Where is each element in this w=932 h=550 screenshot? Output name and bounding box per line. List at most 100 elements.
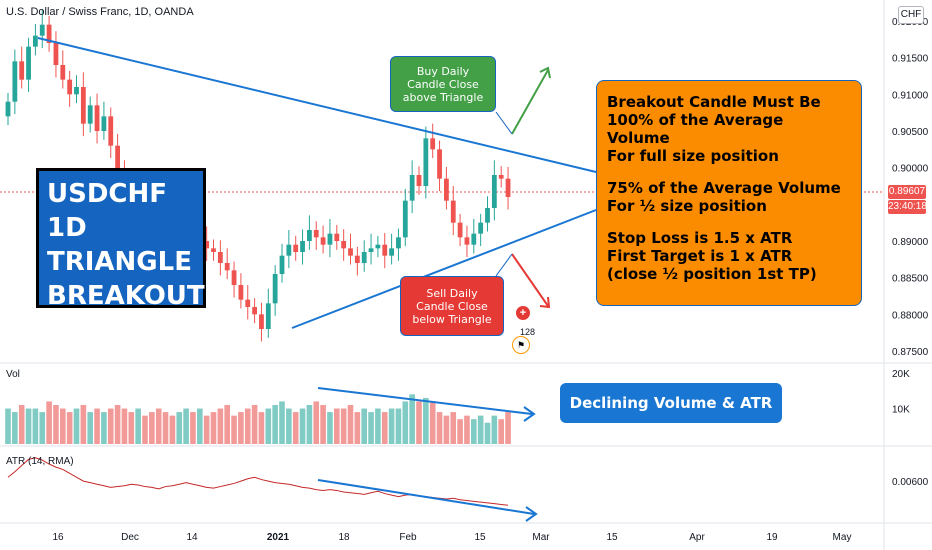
time-tick-label: 14 [186,532,198,543]
candle-body [491,175,497,208]
volume-bar [135,408,141,444]
candle-body [94,105,100,131]
volume-bar [12,412,18,444]
candle-body [430,138,436,150]
volume-bar [423,397,429,444]
candles-layer [5,10,511,342]
volume-bar [436,412,443,444]
candle-body [245,299,251,307]
volume-bar [101,412,107,444]
sell-note-line: Candle Close [416,300,488,313]
volume-bar [450,412,457,444]
volume-bar [375,408,381,444]
overlay-layer [37,37,597,522]
candle-body [46,24,52,43]
candle-body [505,178,511,197]
volume-bar [368,412,374,444]
candle-body [375,244,381,249]
candle-body [26,46,31,80]
volume-bar [107,408,114,444]
volume-arrow-head [523,406,536,422]
candle-body [252,307,257,315]
volume-pane-label: Vol [6,369,20,380]
volume-bar [395,408,402,444]
volume-bar [149,412,155,444]
candle-body [60,65,66,80]
candle-body [471,233,477,245]
volume-bar [128,412,135,444]
candle-body [67,79,73,95]
volume-bar [94,408,100,444]
candle-body [74,87,79,95]
volume-note: Declining Volume & ATR [560,383,782,423]
volume-bar [251,405,258,444]
flag-icon[interactable]: ⚑ [512,336,530,354]
volume-trend-arrow [317,387,533,415]
candle-body [259,314,264,329]
volume-bar [361,408,367,444]
volume-bar [46,401,52,444]
candle-body [450,200,456,223]
candle-body [217,252,223,263]
volume-bar [286,408,292,444]
currency-button[interactable]: CHF [898,6,924,24]
candle-body [485,208,490,223]
candle-body [101,116,107,131]
candle-body [265,303,271,329]
candle-body [437,149,442,179]
candle-body [498,175,504,179]
volume-bar [347,405,354,444]
volume-axis: 20K 10K [892,369,910,415]
candle-body [396,237,401,249]
volume-bar [87,412,93,444]
volume-bar [505,412,511,444]
candle-body [53,43,59,65]
candle-body [416,175,422,186]
atr-trend-arrow [317,479,535,515]
volume-bar [416,401,422,444]
volume-bar [114,405,121,444]
volume-bar [327,412,333,444]
event-badge-icon[interactable]: + [516,306,530,320]
candle-body [307,230,312,241]
time-tick-label: Mar [532,532,550,543]
time-tick-label: Feb [399,532,417,543]
candle-body [402,200,408,238]
atr-pane-label: ATR (14, RMA) [6,456,74,467]
buy-arrow [511,69,549,135]
volume-tick-label: 10K [892,405,910,416]
price-tick-label: 0.87500 [892,347,929,358]
candle-body [204,241,210,249]
lower-trendline [291,209,597,329]
volume-bar [190,412,196,444]
candle-body [80,87,86,124]
buy-note-line: Buy Daily [416,65,470,78]
candle-body [478,222,484,234]
upper-trendline [37,37,597,173]
time-tick-label: May [833,532,852,543]
price-tick-label: 0.89000 [892,237,929,248]
volume-bar [313,401,320,444]
volume-bar [491,415,498,444]
candle-body [108,116,114,146]
candle-body [368,248,374,252]
volume-bar [258,412,265,444]
volume-bar [183,408,189,444]
buy-arrow-head [539,66,551,79]
sell-arrow [511,253,549,307]
candle-body [272,274,278,304]
volume-bar [443,415,450,444]
price-tick-label: 0.91500 [892,54,929,65]
time-tick-label: 16 [52,532,64,543]
sell-note-line: Sell Daily [426,287,478,300]
volume-bar [5,408,11,444]
time-tick-label: 19 [766,532,778,543]
candle-body [224,263,230,271]
buy-note-line: above Triangle [402,91,484,104]
buy-callout-pointer [495,111,513,135]
volume-bar [210,412,217,444]
candle-body [464,237,470,245]
time-tick-label: 15 [606,532,618,543]
candle-body [313,230,319,238]
price-tick-label: 0.88000 [892,310,929,321]
